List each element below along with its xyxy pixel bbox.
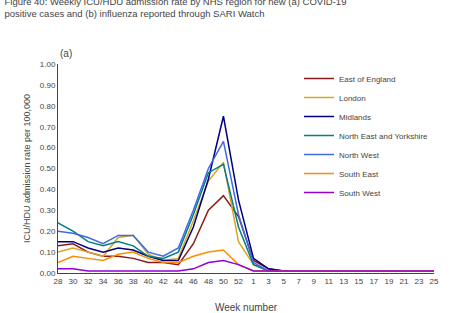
svg-text:28: 28	[54, 277, 63, 286]
svg-text:38: 38	[129, 277, 138, 286]
svg-text:13: 13	[339, 277, 348, 286]
svg-text:0.60: 0.60	[40, 143, 56, 152]
svg-text:North West: North West	[339, 151, 380, 160]
svg-text:0.10: 0.10	[40, 248, 56, 257]
svg-text:North East and Yorkshire: North East and Yorkshire	[339, 132, 428, 141]
svg-text:17: 17	[369, 277, 378, 286]
svg-text:46: 46	[189, 277, 198, 286]
svg-text:(a): (a)	[60, 48, 72, 59]
svg-text:0.50: 0.50	[40, 164, 56, 173]
svg-text:0.00: 0.00	[40, 269, 56, 278]
svg-text:44: 44	[174, 277, 183, 286]
svg-text:52: 52	[234, 277, 243, 286]
svg-text:0.40: 0.40	[40, 185, 56, 194]
svg-text:0.20: 0.20	[40, 227, 56, 236]
svg-text:9: 9	[311, 277, 316, 286]
svg-text:40: 40	[144, 277, 153, 286]
svg-text:48: 48	[204, 277, 213, 286]
svg-text:1: 1	[251, 277, 256, 286]
svg-text:0.30: 0.30	[40, 206, 56, 215]
svg-text:19: 19	[384, 277, 393, 286]
svg-text:East of England: East of England	[339, 75, 395, 84]
svg-text:50: 50	[219, 277, 228, 286]
svg-text:0.80: 0.80	[40, 102, 56, 111]
svg-text:23: 23	[415, 277, 424, 286]
svg-text:7: 7	[296, 277, 301, 286]
svg-text:5: 5	[281, 277, 286, 286]
svg-text:Midlands: Midlands	[339, 113, 371, 122]
svg-text:0.70: 0.70	[40, 123, 56, 132]
svg-text:11: 11	[325, 277, 334, 286]
svg-text:36: 36	[114, 277, 123, 286]
svg-text:42: 42	[159, 277, 168, 286]
svg-text:30: 30	[69, 277, 78, 286]
svg-text:3: 3	[266, 277, 271, 286]
svg-text:21: 21	[399, 277, 408, 286]
svg-text:South West: South West	[339, 189, 381, 198]
svg-text:25: 25	[430, 277, 439, 286]
svg-text:32: 32	[84, 277, 93, 286]
svg-text:Week number: Week number	[215, 302, 278, 313]
svg-text:1.00: 1.00	[40, 60, 56, 69]
svg-text:Figure 40: Weekly ICU/HDU admi: Figure 40: Weekly ICU/HDU admission rate…	[5, 0, 347, 19]
svg-text:0.90: 0.90	[40, 81, 56, 90]
svg-text:34: 34	[99, 277, 108, 286]
svg-text:15: 15	[354, 277, 363, 286]
svg-text:South East: South East	[339, 170, 379, 179]
svg-text:ICU/HDU admission rate per 100: ICU/HDU admission rate per 100,000	[22, 94, 32, 243]
svg-text:London: London	[339, 94, 366, 103]
